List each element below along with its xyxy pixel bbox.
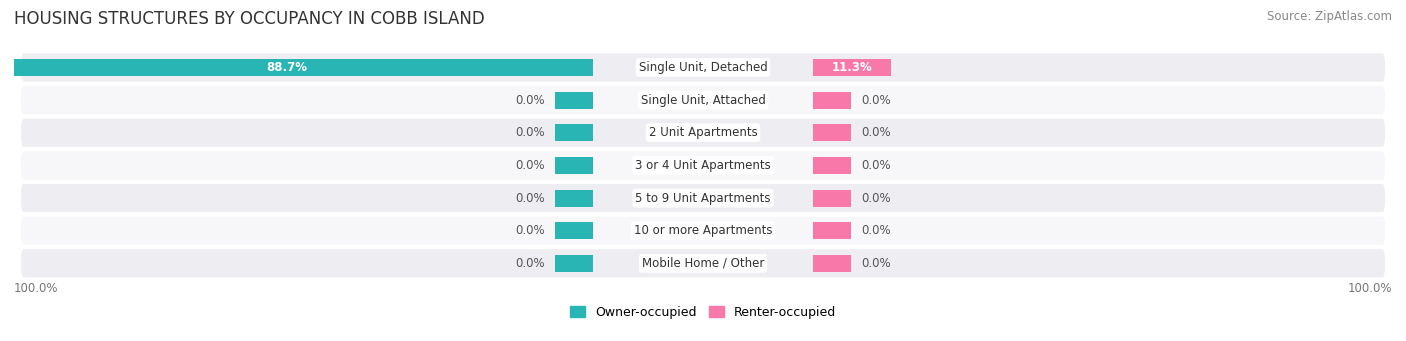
- FancyBboxPatch shape: [21, 217, 1385, 245]
- Text: 0.0%: 0.0%: [515, 159, 544, 172]
- Bar: [813, 157, 851, 174]
- Bar: [813, 190, 851, 207]
- Text: 0.0%: 0.0%: [862, 126, 891, 139]
- FancyBboxPatch shape: [21, 249, 1385, 277]
- Text: 3 or 4 Unit Apartments: 3 or 4 Unit Apartments: [636, 159, 770, 172]
- Text: 0.0%: 0.0%: [862, 257, 891, 270]
- Text: 0.0%: 0.0%: [862, 192, 891, 205]
- Bar: [555, 124, 593, 141]
- Text: 11.3%: 11.3%: [832, 61, 873, 74]
- Bar: [813, 59, 891, 76]
- Bar: [813, 92, 851, 108]
- Bar: [555, 255, 593, 272]
- Text: Single Unit, Detached: Single Unit, Detached: [638, 61, 768, 74]
- Text: HOUSING STRUCTURES BY OCCUPANCY IN COBB ISLAND: HOUSING STRUCTURES BY OCCUPANCY IN COBB …: [14, 10, 485, 28]
- Text: 100.0%: 100.0%: [14, 282, 59, 295]
- Text: 88.7%: 88.7%: [267, 61, 308, 74]
- Text: 0.0%: 0.0%: [515, 126, 544, 139]
- Text: 0.0%: 0.0%: [862, 159, 891, 172]
- Text: 2 Unit Apartments: 2 Unit Apartments: [648, 126, 758, 139]
- Text: 100.0%: 100.0%: [1347, 282, 1392, 295]
- FancyBboxPatch shape: [21, 86, 1385, 114]
- Text: 0.0%: 0.0%: [862, 94, 891, 107]
- Text: 0.0%: 0.0%: [515, 192, 544, 205]
- Bar: [555, 92, 593, 108]
- Text: Single Unit, Attached: Single Unit, Attached: [641, 94, 765, 107]
- Bar: [813, 255, 851, 272]
- FancyBboxPatch shape: [21, 119, 1385, 147]
- Text: 0.0%: 0.0%: [515, 257, 544, 270]
- Text: 5 to 9 Unit Apartments: 5 to 9 Unit Apartments: [636, 192, 770, 205]
- Text: 0.0%: 0.0%: [862, 224, 891, 237]
- Bar: [813, 222, 851, 239]
- Bar: [555, 190, 593, 207]
- FancyBboxPatch shape: [21, 151, 1385, 179]
- Text: Mobile Home / Other: Mobile Home / Other: [641, 257, 765, 270]
- Text: 10 or more Apartments: 10 or more Apartments: [634, 224, 772, 237]
- Bar: [555, 157, 593, 174]
- FancyBboxPatch shape: [21, 184, 1385, 212]
- FancyBboxPatch shape: [21, 54, 1385, 81]
- Legend: Owner-occupied, Renter-occupied: Owner-occupied, Renter-occupied: [565, 301, 841, 324]
- Text: 0.0%: 0.0%: [515, 94, 544, 107]
- Text: 0.0%: 0.0%: [515, 224, 544, 237]
- Bar: [0, 59, 593, 76]
- Bar: [813, 124, 851, 141]
- Text: Source: ZipAtlas.com: Source: ZipAtlas.com: [1267, 10, 1392, 23]
- Bar: [555, 222, 593, 239]
